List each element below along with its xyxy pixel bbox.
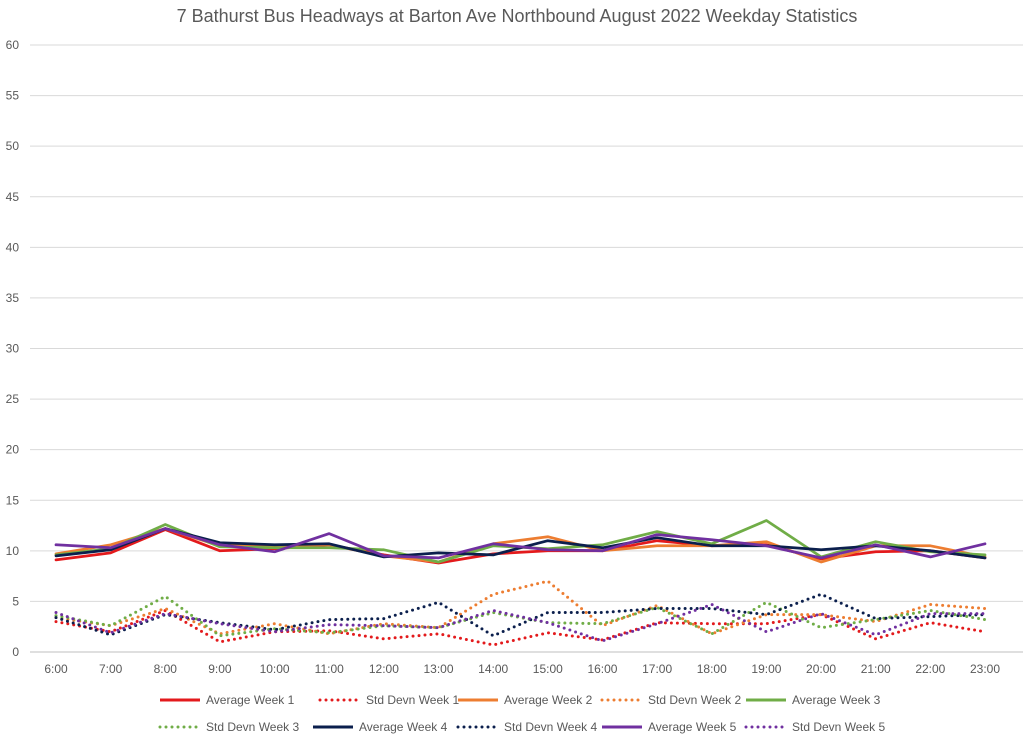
y-axis: 0 5 10 15 20 25 30 35 40 45 50 55 60	[6, 38, 20, 659]
y-tick-label: 55	[6, 89, 20, 103]
y-tick-label: 0	[12, 645, 19, 659]
series-line-1	[54, 528, 987, 565]
y-tick-label: 20	[6, 443, 20, 457]
series-line-6	[54, 594, 987, 638]
x-tick-label: 7:00	[99, 662, 123, 676]
series-line-10	[54, 603, 987, 643]
x-tick-label: 15:00	[533, 662, 563, 676]
legend-label: Average Week 4	[359, 720, 448, 734]
x-tick-label: 9:00	[208, 662, 232, 676]
x-tick-label: 16:00	[587, 662, 617, 676]
y-tick-label: 40	[6, 240, 20, 254]
x-tick-label: 14:00	[478, 662, 508, 676]
x-tick-label: 12:00	[369, 662, 399, 676]
legend-label: Std Devn Week 3	[206, 720, 299, 734]
legend-label: Average Week 2	[504, 693, 593, 707]
x-tick-label: 23:00	[970, 662, 1000, 676]
x-tick-label: 8:00	[154, 662, 178, 676]
legend-label: Std Devn Week 4	[504, 720, 597, 734]
series-line-9	[54, 527, 987, 560]
x-tick-label: 19:00	[751, 662, 781, 676]
y-tick-label: 50	[6, 139, 20, 153]
plot-area	[54, 519, 987, 647]
legend-label: Std Devn Week 1	[366, 693, 459, 707]
legend-label: Std Devn Week 5	[792, 720, 885, 734]
legend: Average Week 1 Std Devn Week 1 Average Wee…	[158, 693, 885, 734]
legend-label: Average Week 3	[792, 693, 881, 707]
x-tick-label: 13:00	[424, 662, 454, 676]
x-tick-label: 17:00	[642, 662, 672, 676]
y-tick-label: 30	[6, 342, 20, 356]
x-tick-label: 21:00	[861, 662, 891, 676]
legend-label: Std Devn Week 2	[648, 693, 741, 707]
chart-title: 7 Bathurst Bus Headways at Barton Ave No…	[177, 6, 858, 26]
y-tick-label: 10	[6, 544, 20, 558]
x-tick-label: 10:00	[260, 662, 290, 676]
legend-label: Average Week 1	[206, 693, 295, 707]
y-tick-label: 15	[6, 493, 20, 507]
y-tick-label: 35	[6, 291, 20, 305]
y-tick-label: 45	[6, 190, 20, 204]
x-tick-label: 22:00	[915, 662, 945, 676]
x-tick-label: 11:00	[315, 662, 344, 676]
y-tick-label: 60	[6, 38, 20, 52]
x-axis: 6:00 7:00 8:00 9:00 10:00 11:00 12:00 13:00 14:0…	[44, 662, 1000, 676]
y-tick-label: 5	[12, 594, 19, 608]
x-tick-label: 18:00	[697, 662, 727, 676]
x-tick-label: 20:00	[806, 662, 836, 676]
series-line-8	[54, 592, 987, 638]
x-tick-label: 6:00	[44, 662, 68, 676]
legend-label: Average Week 5	[648, 720, 737, 734]
series-line-4	[54, 579, 987, 636]
y-tick-label: 25	[6, 392, 20, 406]
series-line-2	[54, 609, 987, 647]
gridlines	[30, 44, 1023, 653]
